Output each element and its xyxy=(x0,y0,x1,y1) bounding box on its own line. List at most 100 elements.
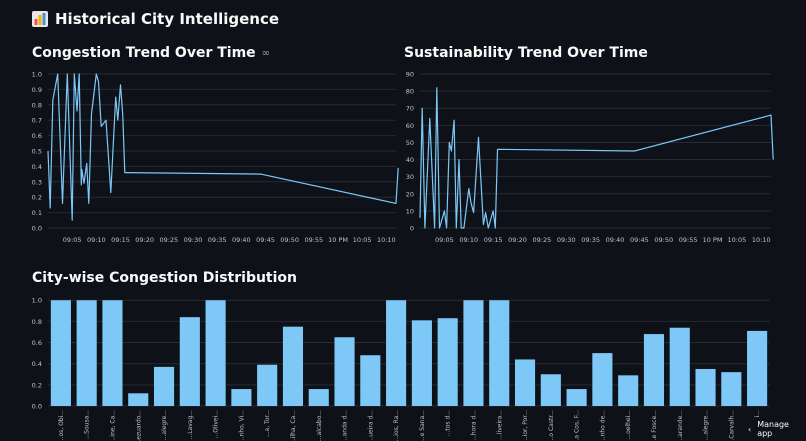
city-bar xyxy=(566,389,587,406)
city-bar xyxy=(50,300,71,406)
sustainability-chart-title: Sustainability Trend Over Time xyxy=(404,45,648,61)
distribution-title-text: City-wise Congestion Distribution xyxy=(32,270,298,286)
city-label: ...liveira... xyxy=(496,410,503,440)
city-bar xyxy=(257,364,278,406)
sustainability-xtick: 09:55 xyxy=(679,236,698,244)
sustainability-xtick: 10 PM xyxy=(703,236,723,244)
sustainability-xtick: 09:15 xyxy=(484,236,503,244)
city-label: ...tos d... xyxy=(445,410,452,436)
city-bar xyxy=(282,326,304,406)
sustainability-xtick: 10:05 xyxy=(728,236,747,244)
congestion-ytick: 0.9 xyxy=(32,86,42,94)
sustainability-xtick: 10:10 xyxy=(752,236,771,244)
congestion-xtick: 09:45 xyxy=(256,236,275,244)
city-bar xyxy=(489,300,510,406)
congestion-ytick: 0.3 xyxy=(32,178,42,186)
app-header: Historical City Intelligence xyxy=(32,10,279,28)
congestion-series-line xyxy=(47,73,399,221)
city-bar xyxy=(334,337,355,406)
city-bar xyxy=(592,353,613,406)
city-label: ...alegre... xyxy=(703,410,710,440)
sustainability-ytick: 80 xyxy=(406,88,414,96)
congestion-xtick: 10:10 xyxy=(377,236,396,244)
sustainability-ytick: 10 xyxy=(406,207,414,215)
bar-ytick: 0.8 xyxy=(32,318,42,326)
city-label: ...arande... xyxy=(677,410,684,441)
congestion-xtick: 10:05 xyxy=(353,236,372,244)
congestion-ytick: 0.6 xyxy=(32,132,42,140)
city-label: ...nho de... xyxy=(599,410,606,441)
city-bar xyxy=(102,300,123,406)
city-label: ...a, Tor... xyxy=(264,410,271,437)
city-label: ...o Castr... xyxy=(548,410,555,441)
congestion-xtick: 09:05 xyxy=(63,236,82,244)
sustainability-xtick: 09:50 xyxy=(654,236,673,244)
city-bar xyxy=(463,300,484,406)
city-bar xyxy=(205,300,226,406)
sustainability-xtick: 09:20 xyxy=(508,236,527,244)
congestion-ytick: 0.5 xyxy=(32,148,42,156)
city-congestion-bar-chart: 0.0 0.2 0.4 0.6 0.8 1.0 ...os, Obi... ...Sousa.… xyxy=(32,297,770,441)
sustainability-series-line xyxy=(419,87,774,229)
page-title: Historical City Intelligence xyxy=(55,10,280,28)
sustainability-xtick: 09:25 xyxy=(533,236,552,244)
bar-chart-icon xyxy=(32,11,48,27)
sustainability-xtick: 09:30 xyxy=(557,236,576,244)
sustainability-xtick: 09:10 xyxy=(459,236,478,244)
city-bar xyxy=(386,300,407,406)
sustainability-ytick: 20 xyxy=(406,190,414,198)
congestion-xtick: 09:15 xyxy=(111,236,130,244)
sustainability-ytick: 50 xyxy=(406,139,414,147)
city-bar xyxy=(128,393,149,406)
sustainability-title-text: Sustainability Trend Over Time xyxy=(404,45,648,61)
city-label: ...anda d... xyxy=(342,410,349,441)
manage-app-label: Manage app xyxy=(757,420,789,438)
city-bar xyxy=(360,355,381,406)
city-label: ...ios, Ra... xyxy=(393,410,400,441)
congestion-ytick: 0.2 xyxy=(32,194,42,202)
city-bar xyxy=(437,318,458,406)
congestion-xtick: 09:50 xyxy=(280,236,299,244)
city-label: ...a Cos, F... xyxy=(574,410,581,441)
city-label: ...ezuardo... xyxy=(135,410,142,441)
bar-ytick: 0.0 xyxy=(32,403,42,411)
city-bar xyxy=(308,389,329,406)
city-bar xyxy=(153,366,175,406)
city-bar xyxy=(721,372,742,406)
sustainability-xtick: 09:05 xyxy=(435,236,454,244)
congestion-chart-title: Congestion Trend Over Time ∞ xyxy=(32,45,270,61)
congestion-xtick: 09:35 xyxy=(208,236,227,244)
city-label: ...e Fosce... xyxy=(651,410,658,441)
sustainability-trend-chart: 0 10 20 30 40 50 60 70 80 90 09:05 09:10 09:15 09:20 0… xyxy=(406,71,774,244)
city-label: ...os, Obi... xyxy=(58,410,65,441)
congestion-xtick: 09:10 xyxy=(87,236,106,244)
city-label: ...ueira d... xyxy=(367,410,374,441)
city-bar xyxy=(695,368,716,406)
city-label: ...oelhei... xyxy=(625,410,632,440)
city-bar xyxy=(540,374,561,406)
sustainability-ytick: 90 xyxy=(406,71,414,79)
city-label: ...Sousa... xyxy=(84,410,91,440)
city-label: ...alegre... xyxy=(161,410,168,440)
congestion-title-text: Congestion Trend Over Time xyxy=(32,45,256,61)
city-bar xyxy=(747,330,768,406)
congestion-xtick: 09:20 xyxy=(135,236,154,244)
city-label: ...ine, Ca... xyxy=(109,410,116,441)
city-label: ...e Sana... xyxy=(419,410,426,441)
congestion-ytick: 0.4 xyxy=(32,163,42,171)
city-bar xyxy=(618,375,639,406)
congestion-xtick: 09:25 xyxy=(159,236,178,244)
congestion-ytick: 0.8 xyxy=(32,101,42,109)
congestion-xtick: 09:55 xyxy=(304,236,323,244)
congestion-trend-chart: 0.0 0.1 0.2 0.3 0.4 0.5 0.6 0.7 0.8 0.9 1.0 09:05 09… xyxy=(32,71,399,244)
sustainability-xtick: 09:35 xyxy=(581,236,600,244)
congestion-ytick: 1.0 xyxy=(32,71,42,79)
link-icon[interactable]: ∞ xyxy=(261,47,271,59)
city-label: ...nho, Vi... xyxy=(238,410,245,441)
city-label: ...ior, Por... xyxy=(522,410,529,441)
sustainability-ytick: 30 xyxy=(406,173,414,181)
bar-ytick: 1.0 xyxy=(32,297,42,305)
sustainability-ytick: 0 xyxy=(410,225,414,233)
city-bar xyxy=(669,327,690,406)
manage-app-button[interactable]: ‹ Manage app xyxy=(740,417,806,441)
